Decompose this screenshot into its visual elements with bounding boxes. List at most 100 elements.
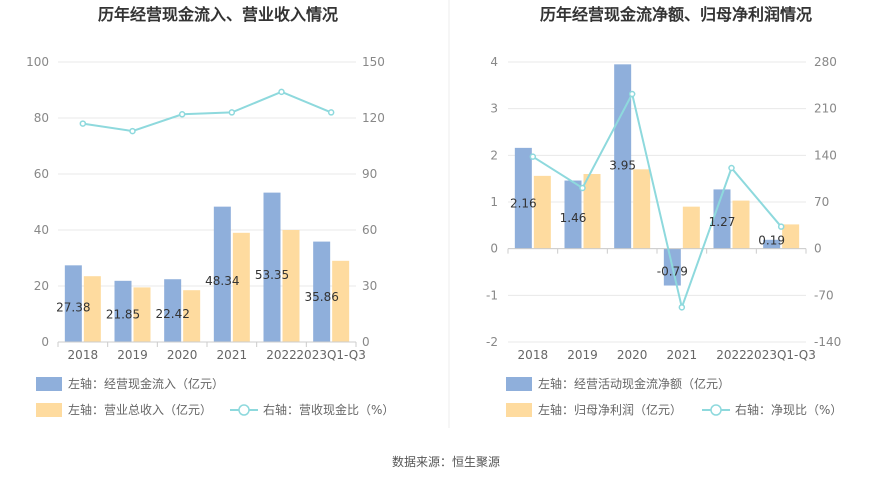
data-label: 22.42 bbox=[155, 307, 189, 321]
revenue-bar bbox=[282, 230, 300, 342]
cash-bar bbox=[64, 265, 82, 342]
ratio-line bbox=[532, 91, 782, 311]
left-tick-label: -1 bbox=[486, 288, 498, 302]
ratio-point bbox=[529, 153, 537, 160]
left-tick-label: 100 bbox=[26, 55, 49, 69]
ratio-point bbox=[628, 90, 636, 98]
right-tick-label: 120 bbox=[362, 111, 385, 125]
legend: 左轴：经营现金流入（亿元） 左轴：营业总收入（亿元） 右轴：营收现金比（%） bbox=[36, 376, 394, 417]
x-axis: 2018 2019 2020 2021 2022 2023Q1-Q3 bbox=[507, 248, 816, 362]
cash-bar bbox=[763, 239, 781, 249]
legend-swatch-bar bbox=[506, 403, 532, 417]
ratio-point bbox=[178, 111, 186, 118]
legend-label: 左轴：营业总收入（亿元） bbox=[68, 402, 212, 417]
revenue-bar bbox=[232, 232, 250, 342]
right-tick-label: 140 bbox=[814, 148, 837, 162]
data-labels: 2.16 1.46 3.95 -0.79 1.27 0.19 bbox=[510, 159, 785, 279]
legend-swatch-bar bbox=[506, 377, 532, 391]
ratio-point bbox=[777, 223, 785, 230]
cash-bar bbox=[614, 64, 632, 249]
x-tick-label: 2020 bbox=[617, 348, 648, 362]
data-label: 1.46 bbox=[560, 211, 587, 225]
data-label: 53.35 bbox=[255, 268, 289, 282]
left-tick-label: 2 bbox=[490, 148, 498, 162]
ratio-point bbox=[228, 109, 236, 116]
line-series bbox=[529, 90, 785, 311]
right-tick-label: 70 bbox=[814, 195, 829, 209]
line-series bbox=[79, 88, 335, 135]
legend: 左轴：经营活动现金流净额（亿元） 左轴：归母净利润（亿元） 右轴：净现比（%） bbox=[506, 376, 842, 417]
legend-label: 左轴：归母净利润（亿元） bbox=[538, 402, 682, 417]
left-tick-label: 1 bbox=[490, 195, 498, 209]
x-tick-label: 2018 bbox=[518, 348, 549, 362]
right-tick-label: 60 bbox=[362, 223, 377, 237]
cash-bar bbox=[564, 180, 582, 249]
data-label: 27.38 bbox=[56, 301, 90, 315]
left-tick-label: 80 bbox=[34, 111, 49, 125]
revenue-bar bbox=[583, 174, 601, 249]
data-label: 35.86 bbox=[304, 290, 338, 304]
revenue-bar bbox=[633, 169, 651, 249]
chart-title: 历年经营现金流净额、归母净利润情况 bbox=[540, 5, 812, 24]
left-tick-label: 40 bbox=[34, 223, 49, 237]
x-tick-label: 2022 bbox=[716, 348, 747, 362]
legend-swatch-bar bbox=[36, 377, 62, 391]
x-tick-label: 2023Q1-Q3 bbox=[746, 348, 815, 362]
cash-bar bbox=[263, 192, 281, 342]
data-label: 0.19 bbox=[758, 234, 785, 248]
x-axis: 2018 2019 2020 2021 2022 2023Q1-Q3 bbox=[57, 341, 366, 362]
right-tick-label: 0 bbox=[814, 242, 822, 256]
data-label: -0.79 bbox=[657, 265, 688, 279]
ratio-point bbox=[327, 109, 335, 116]
ratio-point bbox=[579, 184, 586, 192]
x-tick-label: 2019 bbox=[117, 348, 148, 362]
right-tick-label: -70 bbox=[814, 288, 834, 302]
data-label: 2.16 bbox=[510, 196, 537, 210]
cash-bar bbox=[313, 241, 331, 342]
right-tick-label: 210 bbox=[814, 102, 837, 116]
x-tick-label: 2022 bbox=[266, 348, 297, 362]
left-tick-label: 60 bbox=[34, 167, 49, 181]
ratio-point bbox=[129, 127, 136, 135]
chart-title: 历年经营现金流入、营业收入情况 bbox=[98, 5, 338, 24]
x-tick-label: 2023Q1-Q3 bbox=[296, 348, 365, 362]
data-labels: 27.38 21.85 22.42 48.34 53.35 35.86 bbox=[56, 268, 339, 322]
right-axis-ticks: -140 -70 0 70 140 210 280 bbox=[814, 55, 841, 349]
bar-series bbox=[64, 192, 350, 342]
revenue-bar bbox=[83, 276, 101, 342]
data-label: 1.27 bbox=[709, 215, 736, 229]
revenue-bar bbox=[533, 175, 551, 249]
revenue-bar bbox=[332, 260, 350, 342]
legend-swatch-bar bbox=[36, 403, 62, 417]
right-axis-ticks: 0 30 60 90 120 150 bbox=[362, 55, 385, 349]
ratio-point bbox=[278, 88, 285, 96]
left-tick-label: 0 bbox=[490, 242, 498, 256]
data-label: 48.34 bbox=[205, 274, 239, 288]
chart-panel-cash-inflow-revenue: 历年经营现金流入、营业收入情况 0 20 40 60 80 100 0 30 60 90 120 1… bbox=[26, 5, 394, 417]
left-tick-label: 20 bbox=[34, 279, 49, 293]
right-tick-label: 30 bbox=[362, 279, 377, 293]
x-tick-label: 2019 bbox=[567, 348, 598, 362]
legend-label: 左轴：经营现金流入（亿元） bbox=[68, 376, 224, 391]
revenue-bar bbox=[133, 287, 151, 342]
cash-bar bbox=[514, 147, 532, 249]
legend-swatch-marker bbox=[710, 404, 722, 416]
revenue-bar bbox=[183, 290, 201, 342]
cash-bar bbox=[114, 280, 132, 342]
right-tick-label: 150 bbox=[362, 55, 385, 69]
data-source: 数据来源：恒生聚源 bbox=[392, 454, 500, 469]
legend-label: 左轴：经营活动现金流净额（亿元） bbox=[538, 376, 730, 391]
revenue-bar bbox=[732, 200, 750, 249]
left-tick-label: 0 bbox=[41, 335, 49, 349]
data-label: 3.95 bbox=[609, 159, 636, 173]
legend-label: 右轴：营收现金比（%） bbox=[263, 402, 394, 417]
x-tick-label: 2021 bbox=[217, 348, 248, 362]
right-tick-label: -140 bbox=[814, 335, 841, 349]
x-tick-label: 2021 bbox=[667, 348, 698, 362]
right-tick-label: 280 bbox=[814, 55, 837, 69]
legend-swatch-marker bbox=[238, 404, 250, 416]
ratio-point bbox=[728, 164, 735, 172]
right-tick-label: 90 bbox=[362, 167, 377, 181]
revenue-bar bbox=[782, 224, 800, 249]
